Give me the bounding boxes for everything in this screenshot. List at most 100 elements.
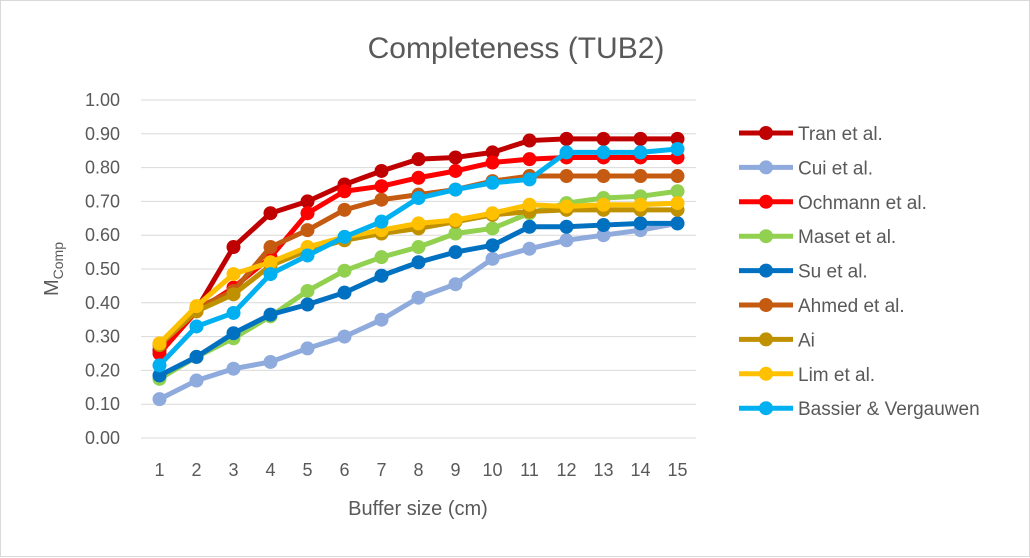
data-point [300,341,315,356]
data-point [300,223,315,238]
data-point [226,267,241,282]
data-point [448,277,463,292]
legend-marker [759,194,773,209]
data-point [226,287,241,302]
y-tick-label: 0.20 [85,360,120,380]
legend-item: Lim et al. [739,365,875,386]
data-point [670,216,685,231]
x-tick-label: 6 [339,460,349,480]
data-point [485,155,500,170]
data-point [485,175,500,190]
data-point [633,131,648,146]
data-point [448,150,463,165]
x-tick-label: 15 [667,460,687,480]
y-tick-label: 0.80 [85,158,120,178]
data-point [374,179,389,194]
data-point [485,145,500,160]
legend-label: Lim et al. [798,365,875,386]
data-point [448,212,463,227]
x-tick-label: 10 [482,460,502,480]
data-point [226,240,241,255]
data-point [485,238,500,253]
data-point [670,131,685,146]
x-tick-label: 3 [228,460,238,480]
data-point [448,226,463,241]
data-point [300,283,315,298]
data-point [559,219,574,234]
data-point [559,145,574,160]
data-point [596,228,611,243]
legend-item: Ochmann et al. [739,193,927,214]
data-point [633,216,648,231]
legend-marker [759,298,773,312]
legend-marker [759,401,773,416]
data-point [152,336,167,351]
legend-marker [759,229,773,244]
legend-marker [759,160,773,175]
legend-marker [759,263,773,278]
x-tick-label: 2 [191,460,201,480]
data-point [263,354,278,369]
data-point [374,250,389,265]
data-point [448,182,463,197]
data-point [263,267,278,282]
data-point [300,206,315,221]
data-point [670,142,685,157]
y-axis-ticks: 0.00 0.10 0.20 0.30 0.40 0.50 0.60 0.70 0.80 0.90… [85,90,120,448]
legend-item: Ai [739,330,815,351]
legend-item: Tran et al. [739,124,883,145]
data-point [189,299,204,314]
series-lines [152,131,685,407]
data-point [522,172,537,187]
legend-marker [759,366,773,381]
legend-label: Bassier & Vergauwen [798,399,980,420]
data-point [485,251,500,266]
y-tick-label: 0.50 [85,259,120,279]
data-point [596,197,611,212]
data-point [522,219,537,234]
x-tick-label: 4 [265,460,275,480]
data-point [522,152,537,167]
data-point [411,191,426,206]
y-axis-label-sub: Comp [50,242,66,280]
data-point [300,248,315,263]
data-point [189,373,204,388]
y-tick-label: 0.30 [85,327,120,347]
data-point [152,368,167,383]
x-tick-label: 14 [630,460,650,480]
data-point [411,170,426,185]
data-point [337,329,352,344]
data-point [152,392,167,407]
legend-label: Ochmann et al. [798,193,927,214]
x-tick-label: 11 [520,460,539,480]
data-point [559,199,574,214]
y-axis-label: MComp [41,242,66,296]
data-point [374,163,389,178]
legend-item: Su et al. [739,262,868,283]
y-tick-label: 0.00 [85,428,120,448]
data-point [411,240,426,255]
legend-item: Ahmed et al. [739,296,905,317]
data-point [596,145,611,160]
data-point [485,221,500,236]
data-point [300,297,315,312]
data-point [559,169,574,184]
y-tick-label: 0.40 [85,293,120,313]
y-tick-label: 0.70 [85,191,120,211]
data-point [226,361,241,376]
y-tick-label: 0.90 [85,124,120,144]
legend: Tran et al. Cui et al. Ochmann et al. Maset… [739,124,980,420]
data-point [189,349,204,364]
data-point [189,319,204,334]
legend-marker [759,332,773,347]
data-point [670,196,685,211]
data-point [633,169,648,184]
x-tick-label: 7 [376,460,386,480]
data-point [448,245,463,260]
data-point [522,197,537,212]
data-point [522,241,537,256]
y-tick-label: 0.60 [85,225,120,245]
data-point [633,145,648,160]
